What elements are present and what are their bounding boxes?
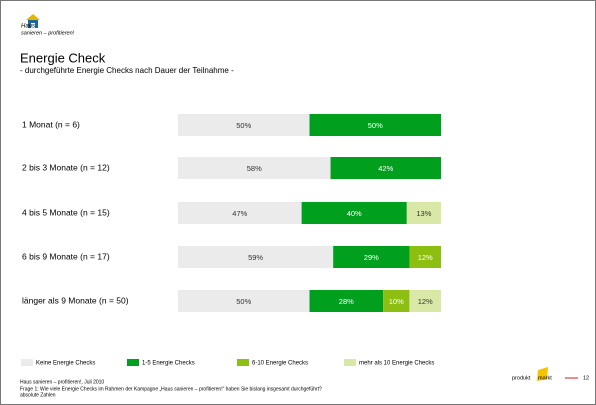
bar-segment	[333, 246, 410, 268]
category-label: länger als 9 Monate (n = 50)	[22, 295, 129, 305]
legend-label: 1-5 Energie Checks	[142, 361, 195, 367]
value-label: 40%	[347, 209, 362, 218]
category-label: 4 bis 5 Monate (n = 15)	[22, 207, 110, 217]
bar-segment	[409, 290, 441, 312]
value-label: 28%	[339, 297, 354, 306]
bar-segment	[178, 202, 302, 224]
value-label: 10%	[389, 297, 404, 306]
bar-segment	[301, 202, 407, 224]
legend-swatch	[237, 359, 249, 366]
value-label: 50%	[236, 297, 251, 306]
value-label: 50%	[236, 121, 251, 130]
chart-subtitle: - durchgeführte Energie Checks nach Daue…	[20, 66, 234, 75]
footer-question: Frage 1: Wie viele Energie Checks im Rah…	[20, 386, 322, 392]
legend-swatch	[127, 359, 139, 366]
logo-text: sanieren – profitieren!	[21, 30, 75, 36]
brand-shape	[537, 367, 548, 381]
bar-segment	[178, 157, 331, 179]
logo-icon	[26, 14, 40, 28]
value-label: 12%	[418, 297, 433, 306]
legend-label: mehr als 10 Energie Checks	[359, 361, 434, 367]
legend-label: 6-10 Energie Checks	[252, 361, 308, 367]
category-label: 1 Monat (n = 6)	[22, 119, 80, 129]
footer-source: Haus sanieren – profitieren!, Juli 2010	[20, 379, 104, 385]
bar-segment	[406, 202, 441, 224]
bar-segment	[178, 290, 310, 312]
bar-segment	[330, 157, 441, 179]
value-label: 47%	[232, 209, 247, 218]
legend-swatch	[21, 359, 33, 366]
value-label: 58%	[247, 164, 262, 173]
category-label: 6 bis 9 Monate (n = 17)	[22, 251, 110, 261]
value-label: 42%	[378, 164, 393, 173]
legend-swatch	[344, 359, 356, 366]
footer-note: absolute Zahlen	[20, 392, 56, 398]
logo-text: Haus	[21, 24, 35, 30]
bar-segment	[178, 114, 310, 136]
brand: produkt	[512, 375, 531, 381]
chart-title: Energie Check	[20, 50, 106, 65]
bar-segment	[309, 114, 441, 136]
bar-segment	[178, 246, 334, 268]
page-number: 12	[583, 375, 589, 381]
value-label: 12%	[418, 253, 433, 262]
value-label: 50%	[368, 121, 383, 130]
category-label: 2 bis 3 Monate (n = 12)	[22, 162, 110, 172]
legend-label: Keine Energie Checks	[36, 361, 95, 367]
bar-segment	[409, 246, 441, 268]
brand: markt	[538, 375, 552, 381]
value-label: 59%	[248, 253, 263, 262]
bar-segment	[383, 290, 410, 312]
value-label: 29%	[364, 253, 379, 262]
bar-segment	[309, 290, 384, 312]
value-label: 13%	[416, 209, 431, 218]
